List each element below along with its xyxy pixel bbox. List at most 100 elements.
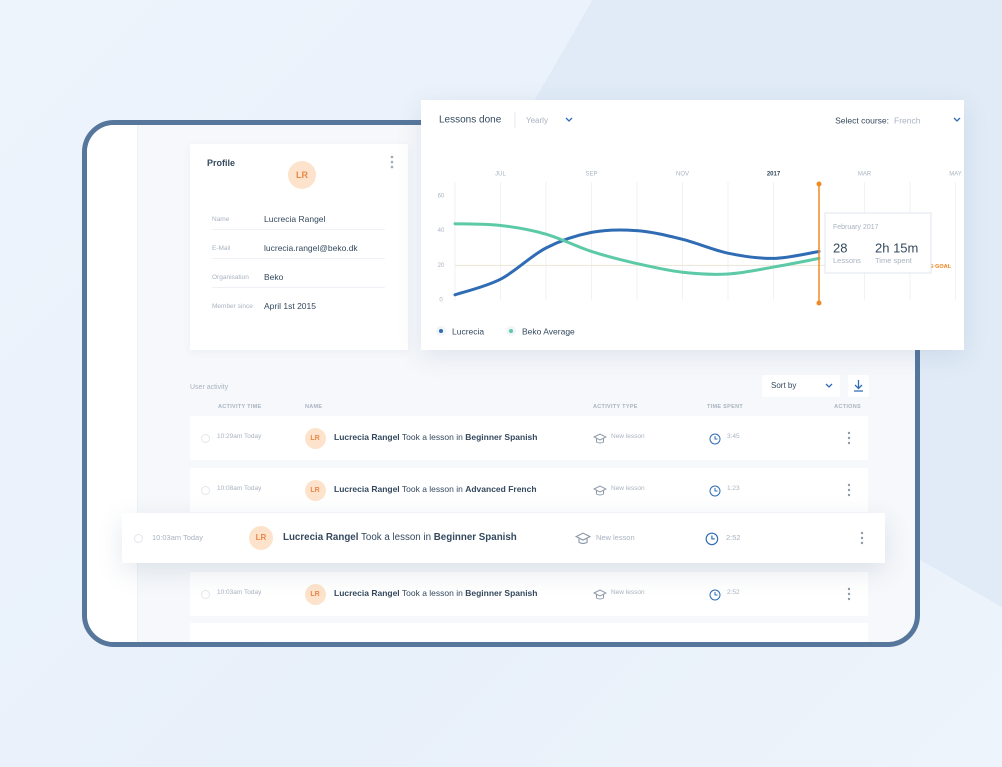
chart-title: Lessons done (439, 115, 502, 126)
x-tick-label: SEP (585, 172, 597, 178)
user-name: Lucrecia Rangel (334, 588, 400, 598)
course-label: Select course: (835, 115, 889, 125)
time-spent: 2:52 (727, 589, 740, 596)
column-header: ACTIVITY TIME (218, 404, 262, 410)
activity-row[interactable]: 10:29am Today LR Lucrecia Rangel Took a le… (190, 416, 868, 460)
x-tick-label: 2017 (767, 172, 781, 178)
avatar: LR (304, 583, 326, 605)
action: Took a lesson in (401, 588, 463, 598)
activity-row (190, 623, 868, 642)
clock-icon (709, 484, 721, 502)
chevron (825, 383, 833, 388)
time-spent: 2:52 (726, 533, 741, 542)
hat-icon (592, 589, 608, 600)
x-tick-label: JUL (495, 172, 506, 178)
sidebar (87, 125, 138, 642)
clock-icon (705, 532, 719, 551)
user-name: Lucrecia Rangel (283, 532, 359, 543)
activity-row[interactable]: 10:03am Today LR Lucrecia Rangel Took a le… (190, 572, 868, 616)
y-tick-label: 40 (438, 228, 445, 234)
field-value: April 1st 2015 (264, 301, 316, 311)
tooltip-title: February 2017 (833, 224, 879, 231)
column-header: ACTIONS (834, 404, 861, 410)
chart: Lessons done Yearly Select course: Frenc… (436, 112, 962, 336)
tooltip-lessons-label: Lessons (833, 256, 861, 265)
activity-time: 10:08am Today (217, 485, 262, 492)
action: Took a lesson in (401, 484, 463, 494)
course: Beginner Spanish (465, 432, 538, 442)
separator (212, 229, 385, 230)
marker-dot (816, 181, 822, 187)
menu-button[interactable] (389, 154, 395, 170)
x-tick-label: NOV (676, 172, 689, 178)
sort-label: Sort by (771, 381, 797, 390)
clock-icon (709, 432, 721, 450)
user-name: Lucrecia Rangel (334, 432, 400, 442)
activity-text: Lucrecia Rangel Took a lesson in Advance… (334, 484, 537, 494)
row-checkbox[interactable] (201, 434, 210, 443)
clock-svg (709, 485, 721, 497)
clock-svg (709, 589, 721, 601)
field-label: E-Mail (212, 245, 231, 252)
activity-row[interactable]: 10:08am Today LR Lucrecia Rangel Took a le… (190, 468, 868, 512)
activity-text: Lucrecia Rangel Took a lesson in Beginne… (283, 532, 517, 543)
download-button[interactable] (848, 375, 869, 397)
tooltip-time-label: Time spent (875, 256, 913, 265)
row-menu[interactable] (860, 531, 864, 550)
column-header: ACTIVITY TYPE (593, 404, 638, 410)
dots (847, 431, 851, 445)
sort-button[interactable]: Sort by (762, 375, 840, 397)
time-spent: 1:23 (727, 485, 740, 492)
column-header: NAME (305, 404, 323, 410)
series-line (453, 228, 821, 297)
legend-dot (509, 329, 513, 333)
user-name: Lucrecia Rangel (334, 484, 400, 494)
lesson-icon (592, 588, 608, 606)
row-menu[interactable] (847, 587, 851, 606)
action: Took a lesson in (361, 532, 432, 543)
field-value: Lucrecia Rangel (264, 214, 326, 224)
field-label: Name (212, 216, 230, 223)
activity-time: 10:03am Today (152, 533, 203, 542)
field-value: Beko (264, 272, 284, 282)
separator (212, 287, 385, 288)
avatar: LR (288, 161, 316, 189)
clock-svg (709, 433, 721, 445)
hat-icon (574, 532, 592, 545)
activity-text: Lucrecia Rangel Took a lesson in Beginne… (334, 432, 537, 442)
course: Beginner Spanish (433, 532, 517, 543)
avatar: LR (249, 526, 273, 550)
tooltip-lessons: 28 (833, 240, 847, 255)
time-spent: 3:45 (727, 433, 740, 440)
column-header: TIME SPENT (707, 404, 744, 410)
row-menu[interactable] (847, 431, 851, 450)
course-select[interactable]: French (894, 115, 921, 125)
row-checkbox[interactable] (134, 534, 143, 543)
app: Profile LR Name Lucrecia Rangel E-Mail lucr… (87, 125, 915, 642)
separator (212, 258, 385, 259)
lesson-icon (592, 432, 608, 450)
avatar: LR (304, 479, 326, 501)
row-menu[interactable] (847, 483, 851, 502)
activity-row[interactable]: 10:03am Today LR Lucrecia Rangel Took a le… (122, 513, 885, 563)
avatar: LR (304, 427, 326, 449)
row-checkbox[interactable] (201, 590, 210, 599)
field-label: Member since (212, 303, 253, 310)
clock-icon (709, 588, 721, 606)
y-tick-label: 20 (438, 263, 445, 269)
hat-icon (592, 433, 608, 444)
row-checkbox[interactable] (201, 486, 210, 495)
action: Took a lesson in (401, 432, 463, 442)
clock-svg (705, 532, 719, 546)
period-select[interactable]: Yearly (526, 116, 548, 125)
y-tick-label: 60 (438, 194, 445, 200)
activity-type: New lesson (611, 433, 645, 440)
x-tick-label: MAR (858, 172, 872, 178)
field-value: lucrecia.rangel@beko.dk (264, 243, 358, 253)
profile-card: Profile LR Name Lucrecia Rangel E-Mail lucr… (190, 144, 408, 350)
download-icon (854, 380, 863, 392)
tooltip-time: 2h 15m (875, 240, 918, 255)
dots (847, 587, 851, 601)
course: Beginner Spanish (465, 588, 538, 598)
